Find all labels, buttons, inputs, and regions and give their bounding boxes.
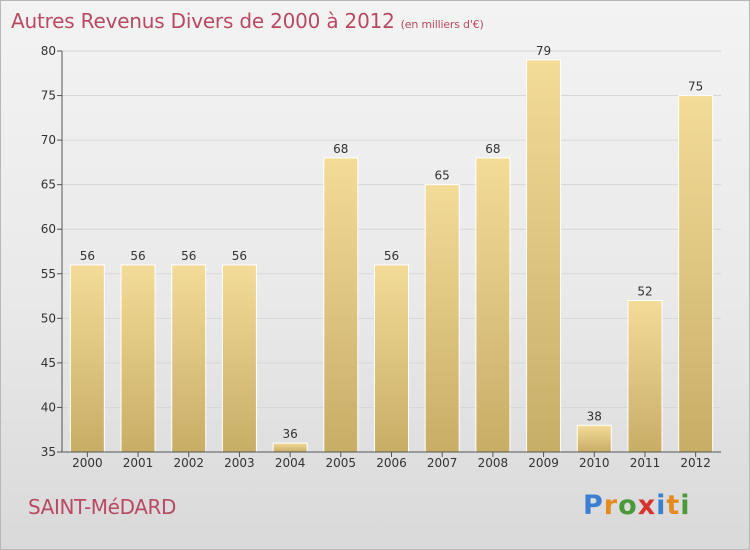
x-tick-label: 2000 [72, 456, 103, 470]
data-label: 79 [536, 44, 551, 58]
data-label: 75 [688, 80, 703, 94]
logo-letter: r [603, 490, 619, 521]
y-tick-label: 60 [41, 222, 56, 236]
chart-title: Autres Revenus Divers de 2000 à 2012 (en … [11, 9, 484, 33]
y-tick-label: 40 [41, 400, 56, 414]
x-tick-label: 2004 [275, 456, 306, 470]
bar [424, 184, 460, 453]
data-label: 56 [80, 249, 95, 263]
data-label: 65 [435, 169, 450, 183]
commune-name: SAINT-MéDARD [28, 495, 176, 519]
logo-letter: i [656, 490, 667, 521]
y-tick-label: 65 [41, 178, 56, 192]
proxiti-logo: Proxiti [583, 490, 691, 521]
x-tick-label: 2009 [528, 456, 559, 470]
x-tick-label: 2006 [376, 456, 407, 470]
data-label: 56 [384, 249, 399, 263]
chart-title-unit: (en milliers d'€) [400, 18, 484, 31]
x-tick-label: 2005 [326, 456, 357, 470]
x-tick-label: 2008 [478, 456, 509, 470]
y-tick-label: 70 [41, 133, 56, 147]
data-label: 68 [485, 142, 500, 156]
data-label: 38 [587, 409, 602, 423]
bar [221, 264, 257, 453]
y-tick-label: 55 [41, 267, 56, 281]
data-label: 56 [181, 249, 196, 263]
logo-letter: x [637, 490, 657, 521]
data-label: 36 [282, 427, 297, 441]
x-tick-label: 2002 [173, 456, 204, 470]
y-tick-label: 35 [41, 445, 56, 459]
x-tick-label: 2007 [427, 456, 458, 470]
x-tick-label: 2001 [123, 456, 154, 470]
bar [272, 442, 308, 453]
x-tick-label: 2003 [224, 456, 255, 470]
bar [475, 157, 511, 453]
logo-letter: P [583, 490, 604, 521]
data-label: 52 [637, 285, 652, 299]
bar [323, 157, 359, 453]
y-tick-label: 45 [41, 356, 56, 370]
chart-title-text: Autres Revenus Divers de 2000 à 2012 [11, 9, 395, 33]
data-label: 56 [232, 249, 247, 263]
logo-letter: o [618, 490, 638, 521]
x-tick-label: 2011 [630, 456, 661, 470]
bar [69, 264, 105, 453]
bar [374, 264, 409, 453]
bar [678, 95, 714, 453]
bar [576, 424, 612, 453]
x-tick-label: 2012 [680, 456, 711, 470]
y-tick-label: 75 [41, 89, 56, 103]
x-tick-label: 2010 [579, 456, 610, 470]
bar [526, 59, 562, 453]
bar [171, 264, 207, 453]
y-tick-label: 50 [41, 311, 56, 325]
bar [627, 300, 663, 453]
data-label: 56 [130, 249, 145, 263]
bar [120, 264, 156, 453]
logo-letter: i [680, 490, 691, 521]
data-label: 68 [333, 142, 348, 156]
y-tick-label: 80 [41, 44, 56, 58]
logo-letter: t [666, 490, 681, 521]
